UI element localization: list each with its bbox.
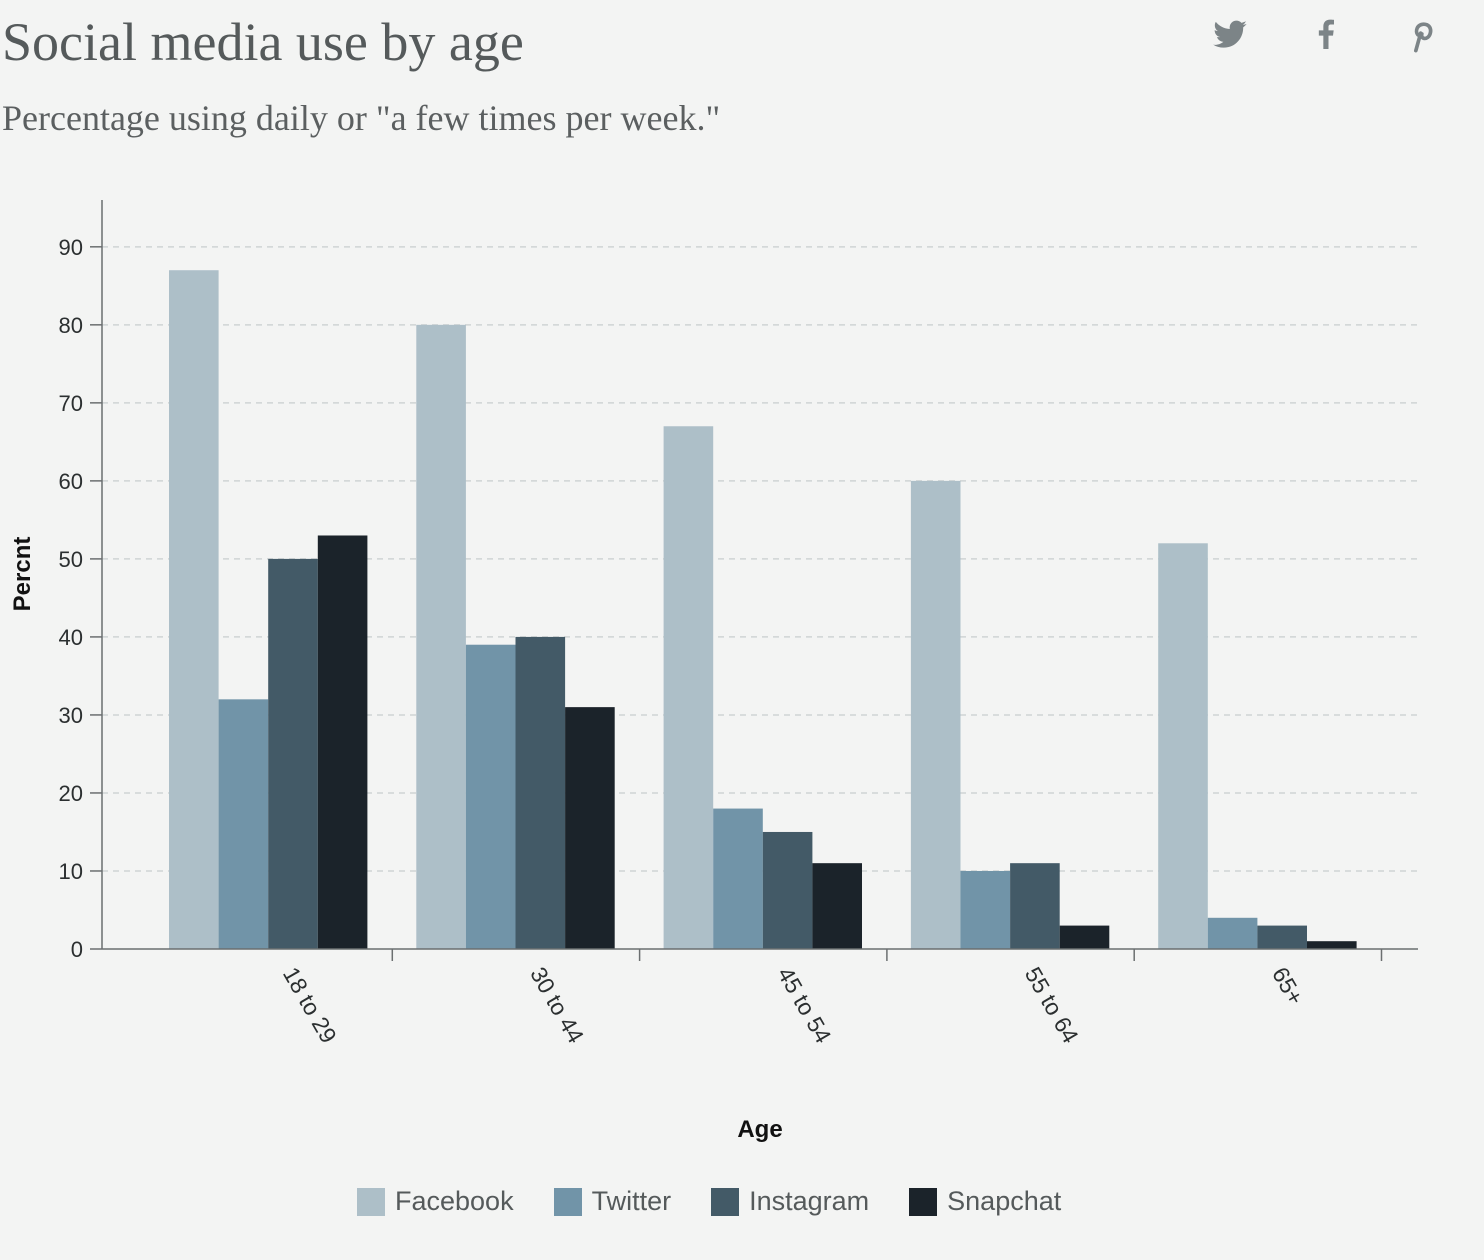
- y-tick-label: 30: [59, 703, 83, 728]
- facebook-icon: [1318, 19, 1334, 49]
- legend-item-snapchat: Snapchat: [909, 1186, 1061, 1217]
- bar-snapchat: [317, 535, 368, 949]
- twitter-share-button[interactable]: [1210, 14, 1250, 54]
- chart-legend: Facebook Twitter Instagram Snapchat: [357, 1186, 1101, 1217]
- bar-instagram: [1010, 863, 1060, 949]
- legend-swatch: [909, 1187, 938, 1216]
- legend-swatch: [553, 1187, 582, 1216]
- y-tick-label: 60: [59, 469, 83, 494]
- y-tick-label: 0: [71, 937, 83, 962]
- chart-subtitle: Percentage using daily or "a few times p…: [2, 98, 721, 138]
- bar-twitter: [960, 870, 1011, 949]
- bar-facebook: [169, 270, 219, 949]
- bar-facebook: [416, 324, 466, 949]
- bar-snapchat: [1059, 925, 1110, 949]
- bar-instagram: [1257, 925, 1307, 949]
- y-tick-label: 90: [59, 235, 83, 260]
- x-tick-label: 65+: [1267, 963, 1309, 1010]
- legend-swatch: [357, 1187, 385, 1216]
- bar-snapchat: [1307, 941, 1357, 949]
- y-tick-label: 80: [59, 313, 83, 338]
- y-axis-title: Percnt: [9, 537, 36, 612]
- x-tick-label: 45 to 54: [772, 963, 836, 1048]
- legend-swatch: [711, 1187, 740, 1216]
- bar-facebook: [910, 480, 961, 949]
- bar-facebook: [1158, 543, 1208, 949]
- chart-title: Social media use by age: [2, 12, 524, 72]
- bar-snapchat: [812, 863, 862, 949]
- x-tick-label: 55 to 64: [1020, 963, 1084, 1048]
- legend-label: Twitter: [591, 1186, 672, 1216]
- bar-twitter: [713, 808, 763, 949]
- legend-item-facebook: Facebook: [357, 1186, 514, 1217]
- bar-snapchat: [565, 707, 615, 949]
- bar-instagram: [515, 636, 566, 949]
- bar-twitter: [1207, 917, 1258, 949]
- bar-twitter: [218, 699, 269, 949]
- y-tick-label: 10: [59, 859, 83, 884]
- bar-chart: 0 10 20 30 40 50 60 70 80 90 18 to 29 30 to 44 45 to…: [9, 200, 1418, 1143]
- pinterest-icon: [1414, 22, 1433, 53]
- bar-twitter: [465, 644, 516, 949]
- y-tick-label: 70: [59, 391, 83, 416]
- y-tick-label: 50: [59, 547, 83, 572]
- legend-label: Instagram: [749, 1186, 870, 1216]
- pinterest-share-button[interactable]: [1402, 14, 1442, 54]
- y-tick-label: 20: [59, 781, 83, 806]
- x-axis-title: Age: [737, 1116, 782, 1143]
- x-tick-label: 18 to 29: [278, 963, 342, 1048]
- legend-item-twitter: Twitter: [553, 1186, 672, 1217]
- legend-label: Facebook: [395, 1186, 514, 1216]
- bar-instagram: [762, 831, 813, 949]
- bar-facebook: [663, 426, 714, 950]
- x-tick-label: 30 to 44: [525, 963, 589, 1048]
- axes: [90, 200, 1418, 961]
- legend-label: Snapchat: [947, 1186, 1062, 1216]
- twitter-icon: [1213, 20, 1247, 48]
- bar-instagram: [268, 558, 318, 949]
- bars: [169, 270, 1357, 950]
- facebook-share-button[interactable]: [1306, 14, 1346, 54]
- legend-item-instagram: Instagram: [711, 1186, 869, 1217]
- y-tick-label: 40: [59, 625, 83, 650]
